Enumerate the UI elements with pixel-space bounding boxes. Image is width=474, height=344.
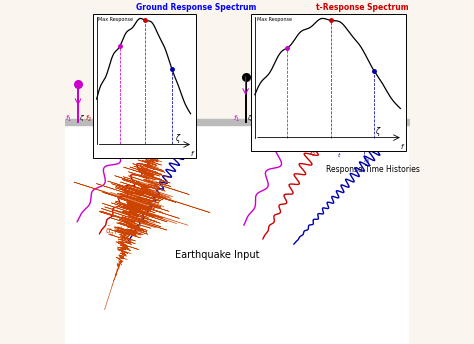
Bar [65, 126, 409, 344]
Text: $f_2$: $f_2$ [309, 149, 316, 159]
Text: $\zeta$: $\zeta$ [175, 132, 182, 145]
Text: $\ddot{u}_g(t)$: $\ddot{u}_g(t)$ [105, 225, 123, 238]
Bar [92, 14, 196, 158]
Text: SDOF Oscillators: SDOF Oscillators [125, 108, 189, 117]
Text: $f_3$: $f_3$ [106, 114, 113, 123]
Text: $\zeta$: $\zeta$ [266, 114, 273, 123]
Bar [65, 0, 409, 126]
Text: $f_3$: $f_3$ [174, 151, 182, 161]
Text: $\zeta$: $\zeta$ [289, 114, 295, 123]
Text: f: f [401, 144, 403, 150]
Text: Earthquake Input: Earthquake Input [175, 250, 260, 260]
Text: $t$: $t$ [103, 135, 108, 143]
Text: Max Response: Max Response [256, 17, 292, 22]
Text: $f_3$: $f_3$ [275, 114, 283, 123]
Text: Ground Response Spectrum: Ground Response Spectrum [136, 3, 256, 12]
Bar [251, 14, 406, 151]
Text: $f_1$: $f_1$ [233, 114, 240, 123]
Text: $\zeta$: $\zeta$ [374, 125, 381, 138]
Text: $f_1$: $f_1$ [282, 143, 289, 153]
Text: $\zeta$  SDOF Oscillators: $\zeta$ SDOF Oscillators [295, 98, 363, 108]
Text: $f_2$: $f_2$ [85, 114, 92, 123]
Text: $\zeta$: $\zeta$ [80, 114, 86, 123]
Text: $t$: $t$ [157, 146, 162, 154]
Text: $t$: $t$ [128, 141, 133, 149]
Text: $f_3$: $f_3$ [363, 155, 370, 165]
Text: $\zeta$: $\zeta$ [246, 114, 253, 123]
Text: $\zeta$: $\zeta$ [119, 114, 126, 123]
Text: SDOF Structures: SDOF Structures [295, 112, 352, 118]
Text: Response Time Histories: Response Time Histories [327, 165, 420, 174]
Text: $t$: $t$ [294, 146, 299, 153]
Text: $f_2$: $f_2$ [253, 114, 260, 123]
Text: $f_1$: $f_1$ [115, 139, 122, 149]
Text: $f_1$: $f_1$ [65, 114, 73, 123]
Text: $t$: $t$ [337, 151, 341, 159]
Text: f: f [191, 151, 193, 157]
Text: Perfect-Tuning, Uncoupled: Perfect-Tuning, Uncoupled [295, 106, 392, 112]
Text: Max Response: Max Response [99, 17, 133, 22]
Text: $t$: $t$ [267, 138, 272, 146]
Text: $f_2$: $f_2$ [142, 146, 149, 156]
Text: t-Response Spectrum: t-Response Spectrum [316, 3, 409, 12]
Text: $\zeta$: $\zeta$ [99, 114, 105, 123]
